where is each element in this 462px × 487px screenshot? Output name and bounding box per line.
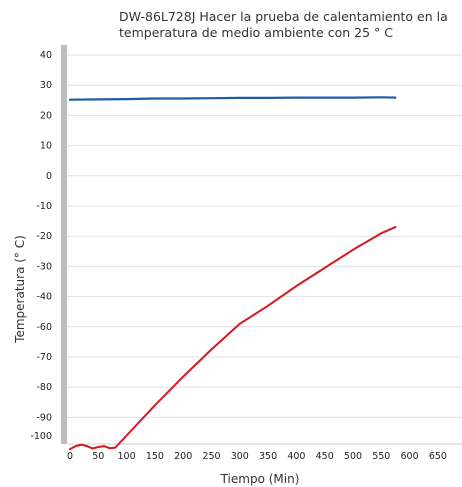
y-tick-label: -80 — [36, 382, 52, 393]
series-line-ambient — [68, 96, 397, 101]
y-tick-label: 10 — [40, 141, 52, 152]
y-tick-labels: 40 30 20 10 0 -10 -20 -30 -40 -60 -70 -80 -90 -100 — [30, 50, 52, 442]
x-tick-label: 0 — [67, 451, 73, 462]
y-tick-label: -10 — [36, 201, 52, 212]
y-axis-label: Temperatura (° C) — [13, 235, 27, 343]
y-tick-label: -20 — [36, 231, 52, 242]
x-tick-label: 350 — [259, 451, 277, 462]
gridlines — [67, 54, 462, 445]
y-tick-label: -100 — [30, 431, 52, 442]
x-tick-label: 550 — [372, 451, 390, 462]
x-tick-label: 400 — [287, 451, 305, 462]
x-tick-label: 450 — [316, 451, 334, 462]
x-tick-label: 300 — [231, 451, 249, 462]
x-tick-label: 500 — [344, 451, 362, 462]
x-axis-label: Tiempo (Min) — [220, 472, 300, 486]
y-tick-label: 40 — [40, 50, 52, 61]
y-tick-label: -40 — [36, 292, 52, 303]
y-tick-label: 20 — [40, 110, 52, 121]
x-tick-label: 600 — [401, 451, 419, 462]
chart-title: DW-86L728J Hacer la prueba de calentamie… — [119, 9, 448, 40]
x-tick-label: 150 — [146, 451, 164, 462]
y-tick-label: -70 — [36, 352, 52, 363]
x-tick-label: 200 — [174, 451, 192, 462]
y-tick-label: -60 — [36, 322, 52, 333]
x-tick-label: 250 — [202, 451, 220, 462]
y-tick-label: 30 — [40, 80, 52, 91]
y-axis-bar — [61, 45, 67, 444]
x-tick-label: 650 — [429, 451, 447, 462]
y-tick-label: 0 — [46, 171, 52, 182]
x-tick-labels: 0 50 100 150 200 250 300 350 400 450 500 550 600 650 — [67, 451, 447, 462]
y-tick-label: -30 — [36, 261, 52, 272]
series-line-warming — [69, 226, 397, 451]
x-tick-label: 50 — [92, 451, 104, 462]
series-lines — [68, 96, 397, 451]
y-tick-label: -90 — [36, 412, 52, 423]
x-tick-label: 100 — [118, 451, 136, 462]
